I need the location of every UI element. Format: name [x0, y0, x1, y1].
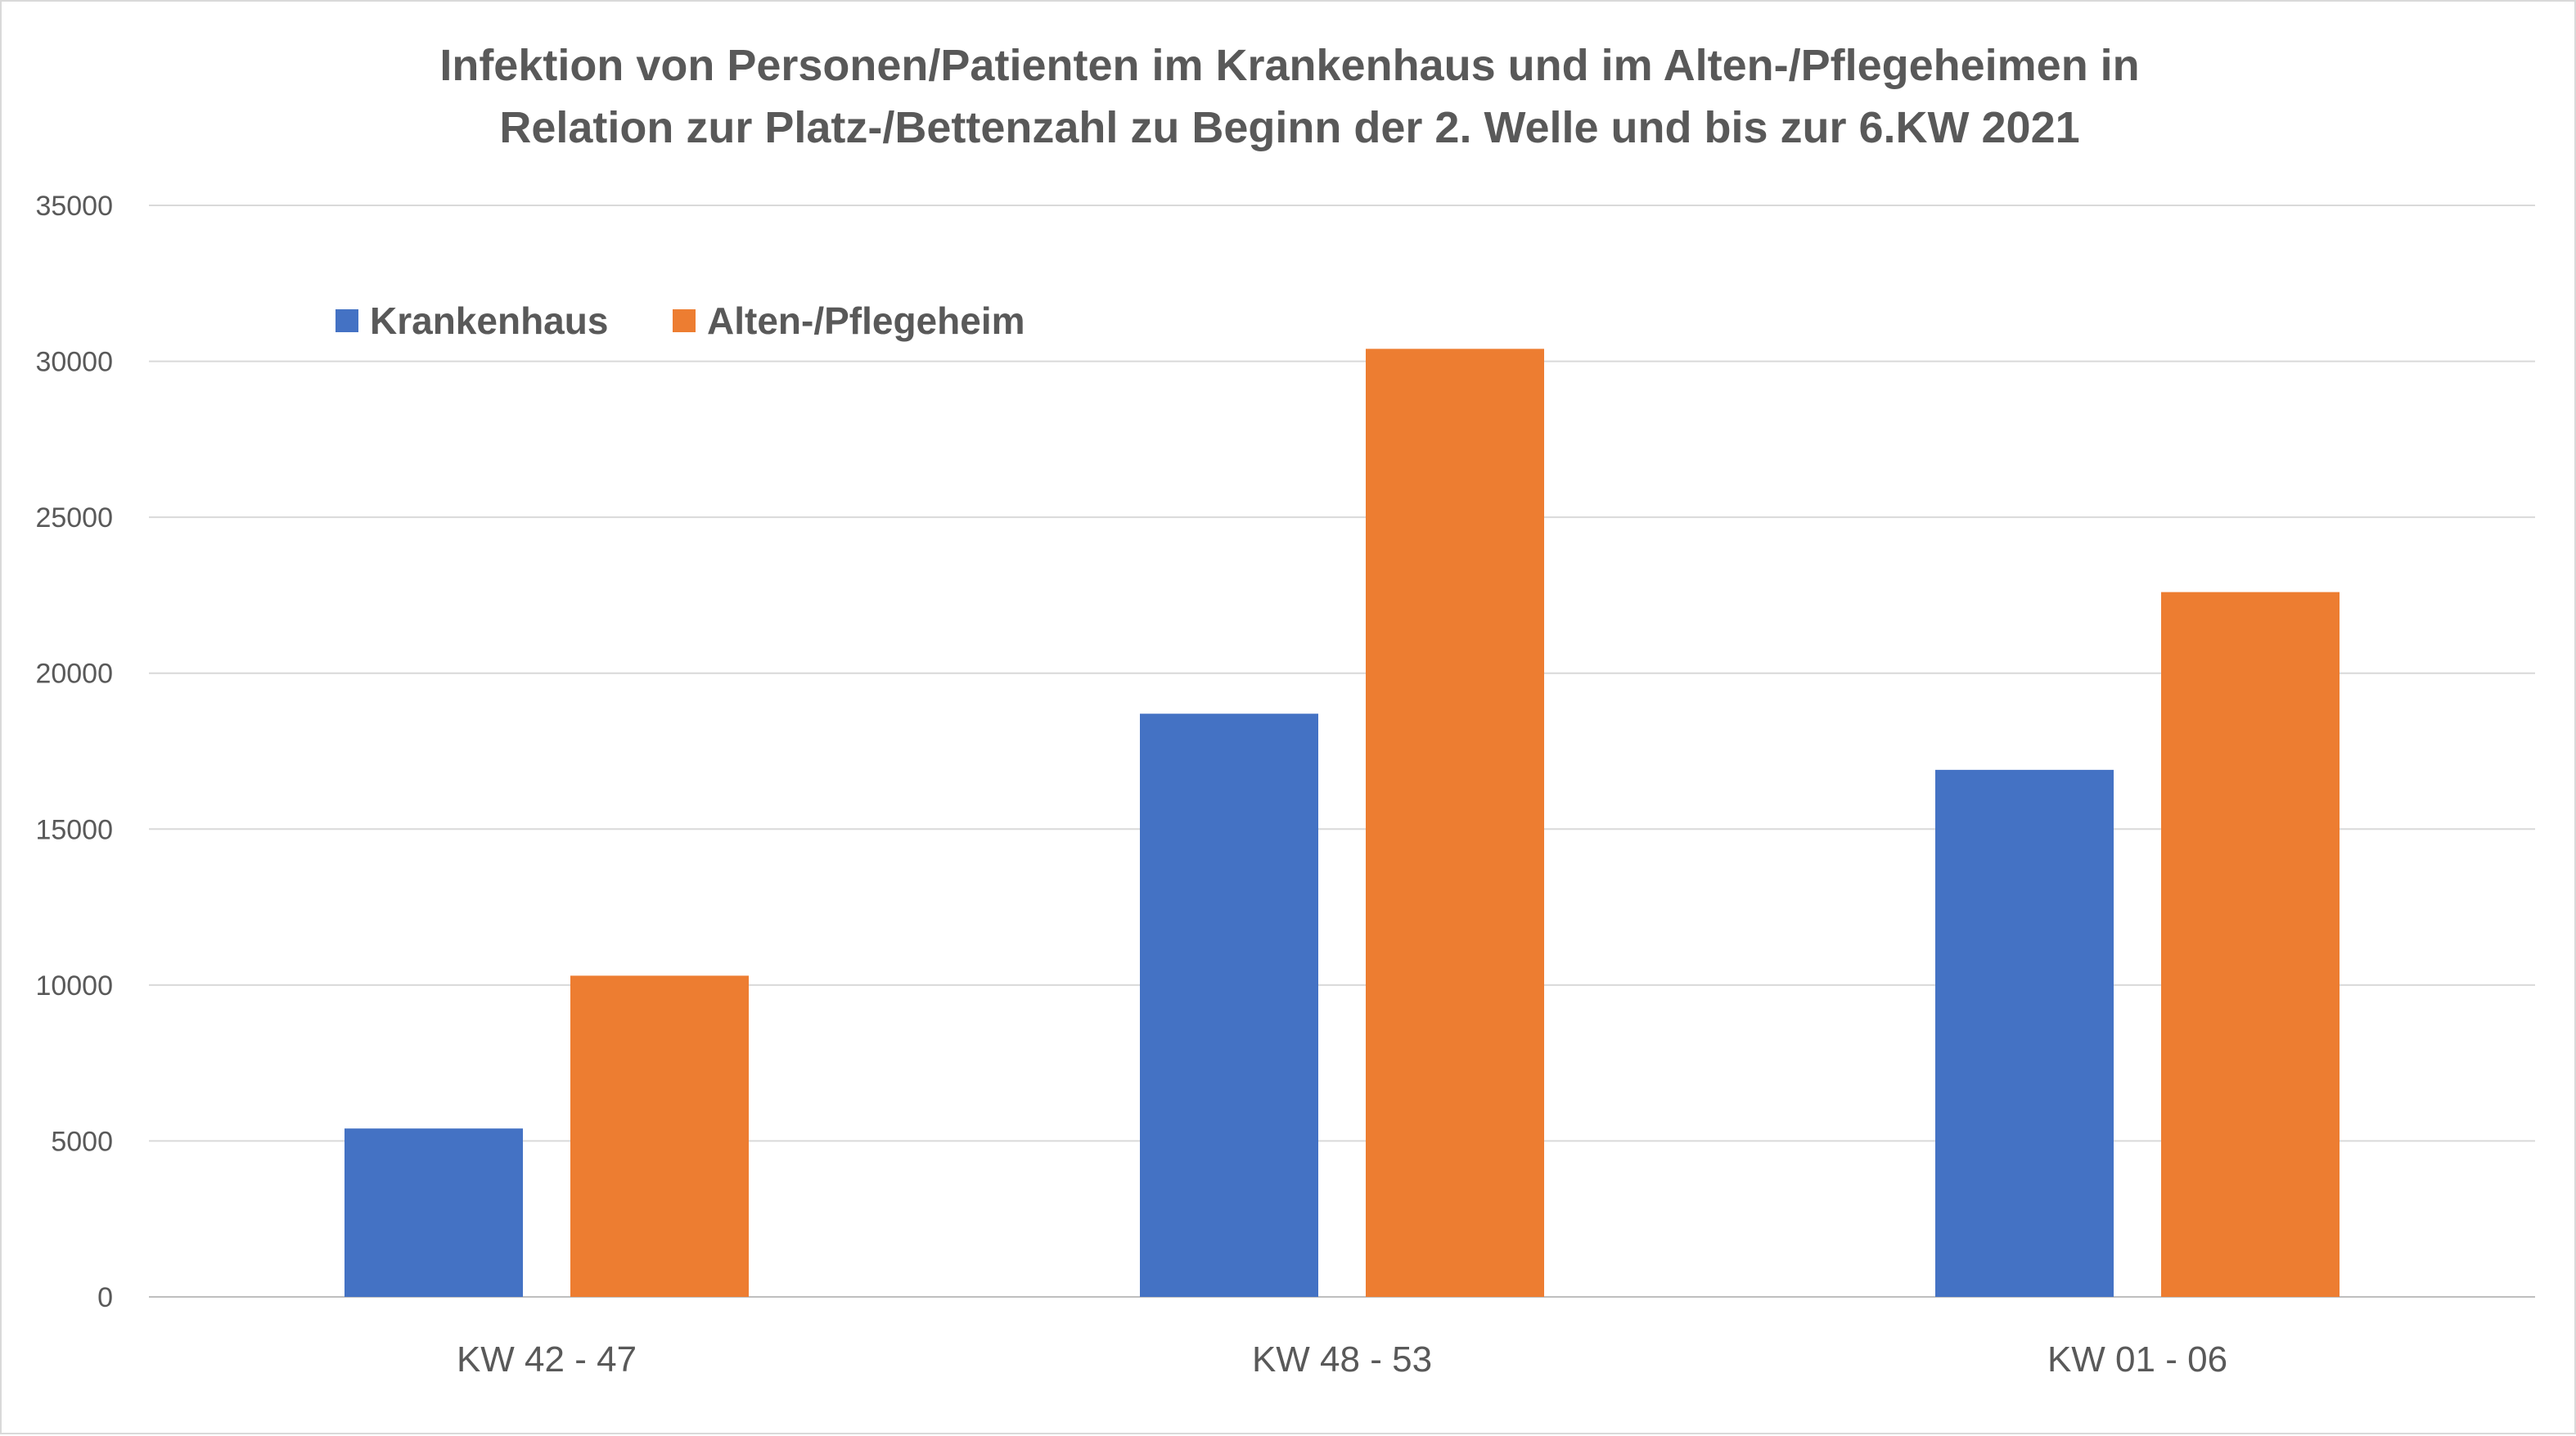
- y-tick-label: 10000: [35, 970, 113, 1002]
- gridlines: [149, 205, 2535, 1298]
- y-tick-label: 5000: [51, 1126, 113, 1157]
- y-tick-label: 35000: [35, 191, 113, 222]
- legend: Krankenhaus Alten-/Pflegeheim: [336, 299, 1025, 342]
- x-axis-categories: KW 42 - 47 KW 48 - 53 KW 01 - 06: [457, 1339, 2227, 1380]
- y-tick-label: 30000: [35, 347, 113, 378]
- legend-label: Krankenhaus: [370, 299, 608, 342]
- chart-title: Infektion von Personen/Patienten im Kran…: [439, 41, 2139, 152]
- x-category-label: KW 42 - 47: [457, 1339, 637, 1380]
- bars: [345, 349, 2340, 1298]
- y-tick-label: 0: [97, 1282, 113, 1313]
- legend-swatch: [673, 309, 696, 332]
- bar-krankenhaus-2: [1935, 769, 2114, 1297]
- x-category-label: KW 48 - 53: [1252, 1339, 1432, 1380]
- legend-swatch: [336, 309, 358, 332]
- y-axis-ticks: 0 5000 10000 15000 20000 25000 30000 35000: [35, 191, 113, 1313]
- y-tick-label: 15000: [35, 814, 113, 845]
- bar-krankenhaus-0: [345, 1128, 523, 1297]
- bar-alten-pflegeheim-2: [2161, 592, 2340, 1297]
- bar-krankenhaus-1: [1140, 713, 1318, 1297]
- legend-label: Alten-/Pflegeheim: [707, 299, 1025, 342]
- y-tick-label: 20000: [35, 659, 113, 690]
- y-tick-label: 25000: [35, 502, 113, 533]
- x-category-label: KW 01 - 06: [2047, 1339, 2227, 1380]
- chart-title-line-2: Relation zur Platz-/Bettenzahl zu Beginn…: [499, 103, 2079, 152]
- bar-alten-pflegeheim-0: [570, 975, 749, 1297]
- bar-alten-pflegeheim-1: [1366, 349, 1544, 1298]
- chart-title-line-1: Infektion von Personen/Patienten im Kran…: [439, 41, 2139, 90]
